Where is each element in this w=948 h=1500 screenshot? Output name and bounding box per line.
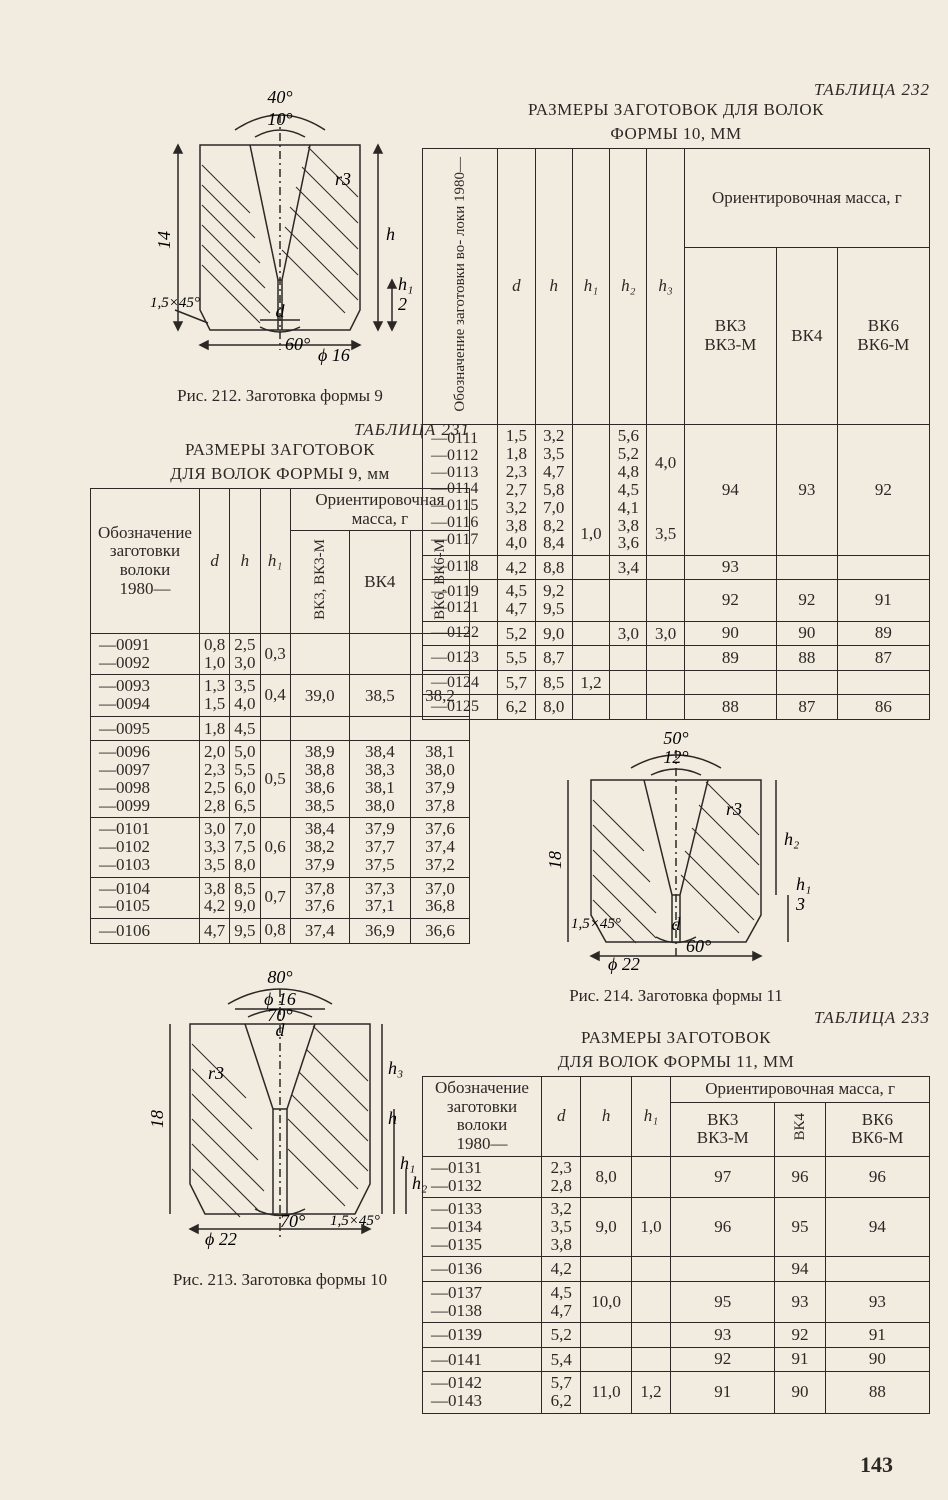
fig-214-svg: 50° 12° r3 h₂ h₁ 3 18 d 60° 1,5×45° ϕ 22	[516, 730, 836, 975]
table-232: Обозначение заготовки во- локи 1980—dhh₁…	[422, 148, 930, 720]
fig-214: 50° 12° r3 h₂ h₁ 3 18 d 60° 1,5×45° ϕ 22…	[422, 730, 930, 1006]
fig-212-caption: Рис. 212. Заготовка формы 9	[90, 386, 470, 406]
page-number: 143	[860, 1452, 893, 1478]
fig-212: 40° 10° r3 h h₁ 2 14 d 60° ϕ 16 1,5×45° …	[90, 75, 470, 406]
lbl-80: 80°	[267, 969, 292, 987]
lbl-14: 14	[154, 231, 174, 249]
lbl-50c: 50°	[663, 730, 688, 748]
table-row: —01225,29,03,03,0909089	[423, 621, 930, 646]
table-232-sub2: ФОРМЫ 10, ММ	[422, 124, 930, 144]
table-233-block: ТАБЛИЦА 233 РАЗМЕРЫ ЗАГОТОВОК ДЛЯ ВОЛОК …	[422, 1008, 930, 1414]
table-row: —01245,78,51,2	[423, 670, 930, 695]
lbl-cham: 1,5×45°	[150, 295, 200, 311]
lbl-h3b: h₃	[388, 1058, 403, 1078]
lbl-h: h	[386, 224, 395, 244]
table-row: —0111—0112—0113—0114—0115—0116—01171,51,…	[423, 425, 930, 556]
table-row: —0137—01384,54,710,0959393	[423, 1281, 930, 1322]
table-233: Обозначениезаготовкиволоки1980—dhh₁Ориен…	[422, 1076, 930, 1414]
table-row: —0093—00941,31,53,54,00,439,038,538,2	[91, 675, 470, 716]
table-231-title: ТАБЛИЦА 231	[90, 420, 470, 440]
lbl-60c: 60°	[686, 936, 711, 956]
lbl-18b: 18	[147, 1110, 167, 1128]
table-231-sub1: РАЗМЕРЫ ЗАГОТОВОК	[90, 440, 470, 460]
right-column: ТАБЛИЦА 232 РАЗМЕРЫ ЗАГОТОВОК ДЛЯ ВОЛОК …	[422, 80, 930, 1414]
table-row: —01256,28,0888786	[423, 695, 930, 720]
lbl-dc: d	[672, 914, 682, 934]
fig-212-svg: 40° 10° r3 h h₁ 2 14 d 60° ϕ 16 1,5×45°	[130, 75, 430, 375]
table-row: —01184,28,83,493	[423, 555, 930, 580]
lbl-r3c: r3	[726, 799, 742, 819]
lbl-h2c: h₂	[784, 829, 799, 849]
table-row: —0131—01322,32,88,0979696	[423, 1156, 930, 1197]
lbl-h1b: h₁	[400, 1153, 415, 1173]
lbl-2: 2	[398, 294, 407, 314]
table-row: —0104—01053,84,28,59,00,737,837,637,337,…	[91, 877, 470, 918]
lbl-phi22b: ϕ 22	[205, 1229, 237, 1249]
lbl-db: d	[276, 1020, 286, 1040]
fig-213: 80° ϕ 16 70° d r3 h₃ h h₁ h₂ 18 70° 1,5×…	[90, 969, 470, 1290]
lbl-60: 60°	[285, 334, 310, 354]
table-row: —01064,79,50,837,436,936,6	[91, 918, 470, 943]
table-232-sub1: РАЗМЕРЫ ЗАГОТОВОК ДЛЯ ВОЛОК	[422, 100, 930, 120]
table-231-sub2: ДЛЯ ВОЛОК ФОРМЫ 9, мм	[90, 464, 470, 484]
table-231-block: ТАБЛИЦА 231 РАЗМЕРЫ ЗАГОТОВОК ДЛЯ ВОЛОК …	[90, 420, 470, 944]
table-row: —0101—0102—01033,03,33,57,07,58,00,638,4…	[91, 818, 470, 877]
table-row: —0096—0097—0098—00992,02,32,52,85,05,56,…	[91, 741, 470, 818]
lbl-10: 10°	[267, 109, 292, 129]
lbl-h1: h₁	[398, 274, 413, 294]
lbl-70c: 70°	[280, 1211, 305, 1231]
lbl-18c: 18	[545, 851, 565, 869]
table-231: Обозначениезаготовкиволоки1980—dhh₁Ориен…	[90, 488, 470, 944]
table-row: —0142—01435,76,211,01,2919088	[423, 1372, 930, 1413]
lbl-d: d	[276, 301, 286, 321]
table-row: —01364,294	[423, 1257, 930, 1282]
table-233-title: ТАБЛИЦА 233	[422, 1008, 930, 1028]
lbl-phi22c: ϕ 22	[608, 954, 640, 974]
lbl-r3: r3	[335, 169, 351, 189]
fig-213-svg: 80° ϕ 16 70° d r3 h₃ h h₁ h₂ 18 70° 1,5×…	[130, 969, 430, 1259]
page: 40° 10° r3 h h₁ 2 14 d 60° ϕ 16 1,5×45° …	[0, 0, 948, 1500]
lbl-3c: 3	[795, 894, 805, 914]
lbl-hb: h	[388, 1108, 397, 1128]
table-row: —01415,4929190	[423, 1347, 930, 1372]
fig-213-caption: Рис. 213. Заготовка формы 10	[90, 1270, 470, 1290]
table-row: —0119—01214,54,79,29,5929291	[423, 580, 930, 621]
lbl-chamc: 1,5×45°	[571, 916, 621, 932]
table-row: —00951,84,5	[91, 716, 470, 741]
table-row: —01235,58,7898887	[423, 646, 930, 671]
lbl-40: 40°	[267, 87, 292, 107]
table-232-title: ТАБЛИЦА 232	[422, 80, 930, 100]
left-column: 40° 10° r3 h h₁ 2 14 d 60° ϕ 16 1,5×45° …	[90, 75, 470, 1292]
lbl-phi16: ϕ 16	[318, 345, 350, 365]
lbl-h1c: h₁	[796, 874, 811, 894]
table-232-block: ТАБЛИЦА 232 РАЗМЕРЫ ЗАГОТОВОК ДЛЯ ВОЛОК …	[422, 80, 930, 720]
table-row: —0133—0134—01353,23,53,89,01,0969594	[423, 1198, 930, 1257]
table-row: —0091—00920,81,02,53,00,3	[91, 633, 470, 674]
lbl-r3b: r3	[208, 1063, 224, 1083]
table-row: —01395,2939291	[423, 1323, 930, 1348]
table-233-sub2: ДЛЯ ВОЛОК ФОРМЫ 11, ММ	[422, 1052, 930, 1072]
table-233-sub1: РАЗМЕРЫ ЗАГОТОВОК	[422, 1028, 930, 1048]
fig-214-caption: Рис. 214. Заготовка формы 11	[422, 986, 930, 1006]
lbl-chamb: 1,5×45°	[330, 1213, 380, 1229]
lbl-12c: 12°	[663, 747, 688, 767]
